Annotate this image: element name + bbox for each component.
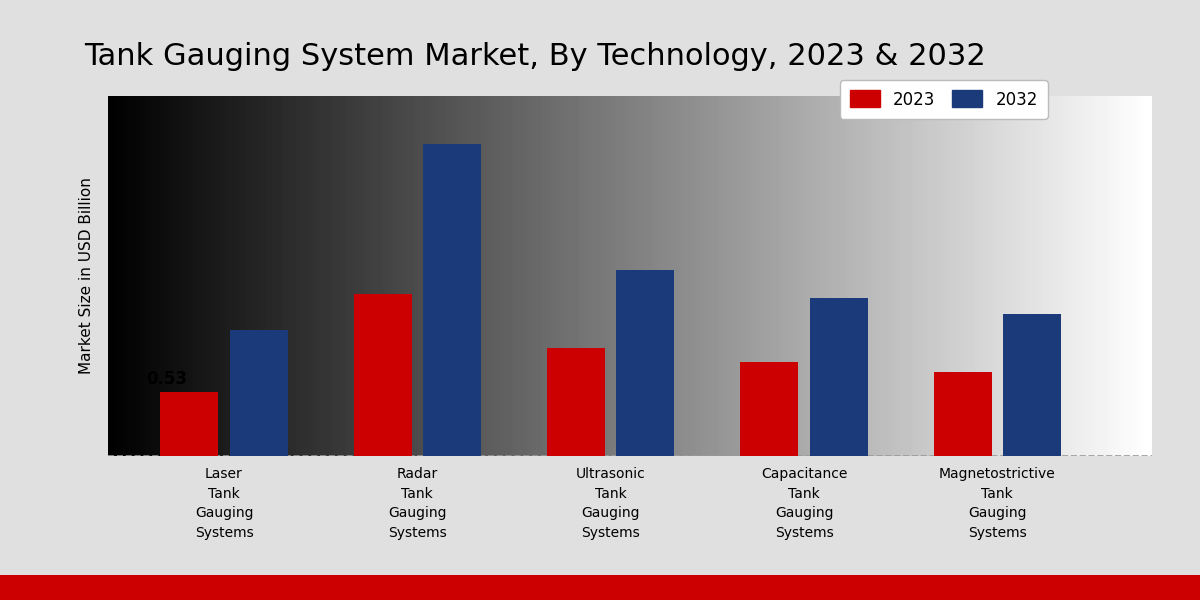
Bar	[740, 362, 798, 456]
Bar	[547, 348, 605, 456]
Bar	[424, 144, 481, 456]
Bar	[354, 294, 412, 456]
Bar	[810, 298, 868, 456]
Bar	[161, 392, 218, 456]
Y-axis label: Market Size in USD Billion: Market Size in USD Billion	[79, 178, 94, 374]
Bar	[230, 330, 288, 456]
Legend: 2023, 2032: 2023, 2032	[840, 80, 1048, 119]
Bar	[934, 372, 991, 456]
Text: Tank Gauging System Market, By Technology, 2023 & 2032: Tank Gauging System Market, By Technolog…	[84, 42, 985, 71]
Bar	[1003, 314, 1061, 456]
Text: 0.53: 0.53	[146, 370, 187, 388]
Bar	[617, 270, 674, 456]
